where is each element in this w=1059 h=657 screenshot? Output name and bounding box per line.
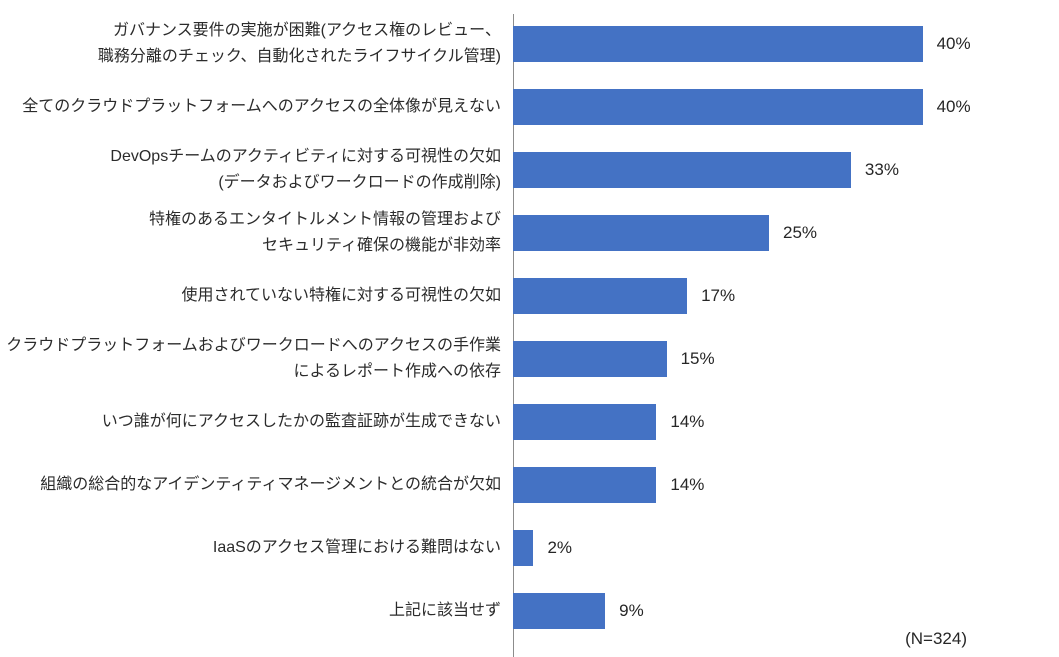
bar <box>513 88 923 125</box>
bar <box>513 25 923 62</box>
bar-area: 17% <box>513 277 736 314</box>
category-label: 上記に該当せず <box>388 601 501 619</box>
bar <box>513 466 657 503</box>
value-label: 40% <box>936 96 971 116</box>
y-axis-line <box>513 14 514 657</box>
value-label: 17% <box>701 285 736 305</box>
category-label: いつ誰が何にアクセスしたかの監査証跡が生成できない <box>101 412 501 430</box>
bar <box>513 592 606 629</box>
category-label: 全てのクラウドプラットフォームへのアクセスの全体像が見えない <box>22 97 501 115</box>
category-label: 組織の総合的なアイデンティティマネージメントとの統合が欠如 <box>40 475 501 493</box>
bar-area: 40% <box>513 25 971 62</box>
bar-area: 14% <box>513 403 705 440</box>
bar-row: クラウドプラットフォームおよびワークロードへのアクセスの手作業 によるレポート作… <box>0 327 1059 390</box>
bar-area: 9% <box>513 592 644 629</box>
bar-row: 組織の総合的なアイデンティティマネージメントとの統合が欠如 14% <box>0 453 1059 516</box>
category-label: IaaSのアクセス管理における難問はない <box>212 538 501 556</box>
bar-row: 特権のあるエンタイトルメント情報の管理および セキュリティ確保の機能が非効率 25… <box>0 201 1059 264</box>
bar-row: ガバナンス要件の実施が困難(アクセス権のレビュー、 職務分離のチェック、自動化さ… <box>0 12 1059 75</box>
bar-area: 33% <box>513 151 899 188</box>
bar <box>513 277 688 314</box>
value-label: 25% <box>783 222 818 242</box>
bar-row: IaaSのアクセス管理における難問はない 2% <box>0 516 1059 579</box>
category-label: DevOpsチームのアクティビティに対する可視性の欠如 (データおよびワークロー… <box>110 147 501 191</box>
bar-area: 15% <box>513 340 715 377</box>
bar <box>513 403 657 440</box>
bar-row: DevOpsチームのアクティビティに対する可視性の欠如 (データおよびワークロー… <box>0 138 1059 201</box>
value-label: 40% <box>936 33 971 53</box>
value-label: 33% <box>864 159 899 179</box>
value-label: 9% <box>619 600 644 620</box>
bar-area: 14% <box>513 466 705 503</box>
sample-size-note: (N=324) <box>905 629 967 648</box>
bar <box>513 340 667 377</box>
bar-rows: ガバナンス要件の実施が困難(アクセス権のレビュー、 職務分離のチェック、自動化さ… <box>0 12 1059 642</box>
bar <box>513 151 851 188</box>
bar-row: 上記に該当せず 9% <box>0 579 1059 642</box>
value-label: 2% <box>547 537 573 557</box>
category-label: 特権のあるエンタイトルメント情報の管理および セキュリティ確保の機能が非効率 <box>148 210 501 254</box>
bar-area: 40% <box>513 88 971 125</box>
bar <box>513 529 534 566</box>
value-label: 15% <box>680 348 715 368</box>
bar-area: 25% <box>513 214 818 251</box>
value-label: 14% <box>670 411 705 431</box>
bar <box>513 214 769 251</box>
category-label: クラウドプラットフォームおよびワークロードへのアクセスの手作業 によるレポート作… <box>6 336 501 380</box>
category-label: ガバナンス要件の実施が困難(アクセス権のレビュー、 職務分離のチェック、自動化さ… <box>97 21 501 65</box>
bar-row: 使用されていない特権に対する可視性の欠如 17% <box>0 264 1059 327</box>
bar-row: いつ誰が何にアクセスしたかの監査証跡が生成できない 14% <box>0 390 1059 453</box>
category-label: 使用されていない特権に対する可視性の欠如 <box>181 286 501 304</box>
bar-row: 全てのクラウドプラットフォームへのアクセスの全体像が見えない 40% <box>0 75 1059 138</box>
value-label: 14% <box>670 474 705 494</box>
bar-area: 2% <box>513 529 573 566</box>
